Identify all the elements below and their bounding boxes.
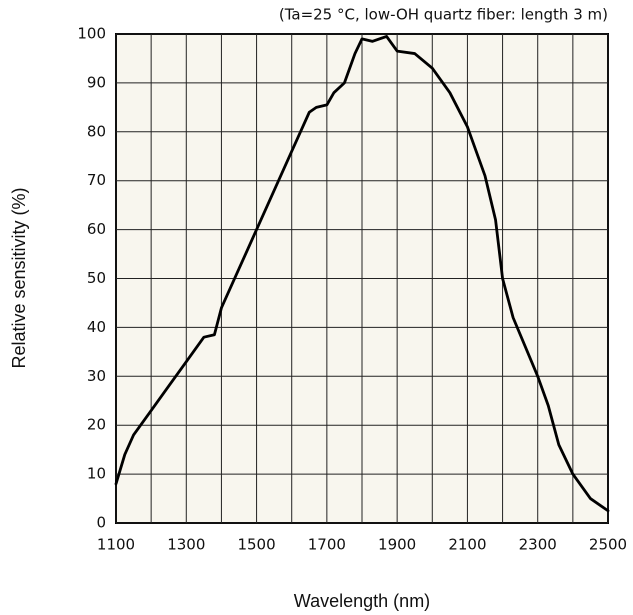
x-tick-label: 2300 — [519, 536, 557, 554]
x-tick-label: 1700 — [308, 536, 346, 554]
x-tick-label: 1500 — [237, 536, 275, 554]
y-tick-label: 0 — [96, 514, 106, 532]
x-tick-label: 1900 — [378, 536, 416, 554]
y-tick-label: 40 — [87, 318, 106, 336]
y-tick-label: 90 — [87, 73, 106, 91]
y-tick-label: 10 — [87, 465, 106, 483]
y-tick-label: 100 — [77, 25, 106, 43]
y-tick-label: 50 — [87, 269, 106, 287]
y-axis-title: Relative sensitivity (%) — [9, 187, 29, 368]
series-line — [114, 35, 610, 513]
x-tick-label: 2100 — [448, 536, 486, 554]
y-tick-label: 80 — [87, 122, 106, 140]
y-tick-label: 20 — [87, 416, 106, 434]
chart-subtitle: (Ta=25 °C, low-OH quartz fiber: length 3… — [279, 6, 608, 24]
x-tick-label: 1300 — [167, 536, 205, 554]
x-axis-title: Wavelength (nm) — [294, 591, 430, 611]
y-tick-label: 70 — [87, 171, 106, 189]
x-tick-label: 2500 — [589, 536, 627, 554]
x-tick-label: 1100 — [97, 536, 135, 554]
y-tick-label: 60 — [87, 220, 106, 238]
y-tick-label: 30 — [87, 367, 106, 385]
